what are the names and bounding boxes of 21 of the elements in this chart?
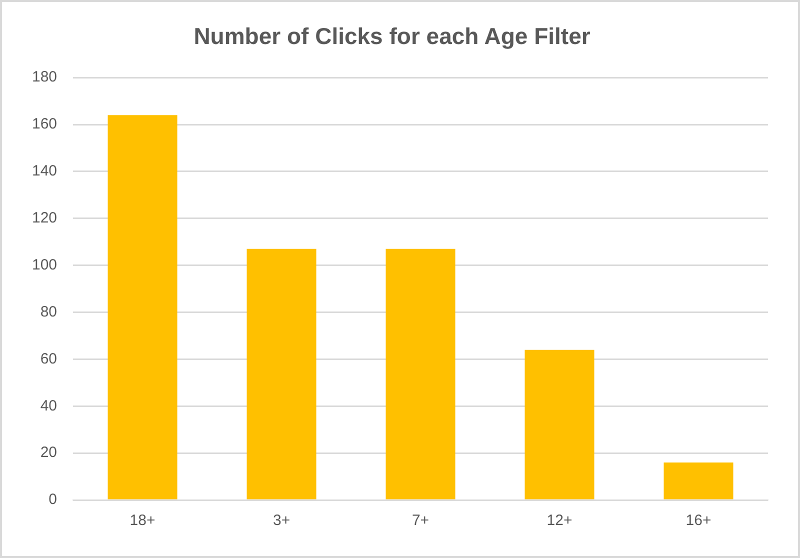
y-tick-label: 140 [32,162,58,180]
y-tick-label: 100 [32,256,58,274]
x-tick-label: 18+ [130,512,156,530]
bar [664,462,734,500]
x-tick-label: 7+ [412,512,430,530]
x-tick-label: 16+ [686,512,712,530]
y-tick-label: 60 [40,350,58,368]
y-tick-label: 20 [40,444,58,462]
y-tick-label: 40 [40,397,58,414]
y-tick-label: 180 [32,68,58,86]
bar [246,248,316,500]
bar [386,248,456,500]
x-tick-label: 12+ [546,512,572,530]
y-tick-label: 120 [32,210,58,227]
y-tick-label: 0 [48,491,58,508]
bar [524,350,594,500]
x-tick-label: 3+ [272,512,290,530]
chart-title: Number of Clicks for each Age Filter [194,23,590,50]
bar [108,115,178,500]
y-tick-label: 80 [40,303,58,320]
y-tick-label: 160 [32,116,58,133]
